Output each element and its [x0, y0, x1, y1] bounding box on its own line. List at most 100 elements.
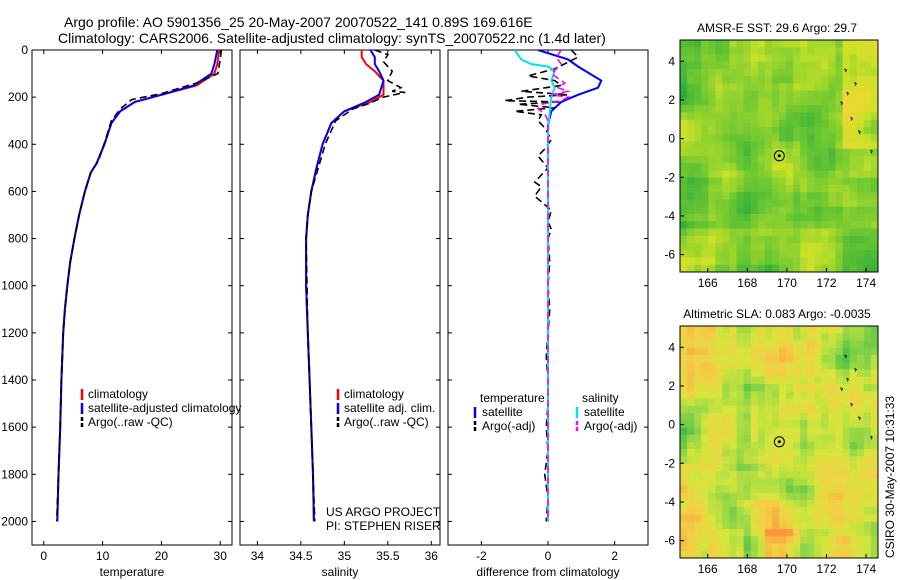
sst-map-cell [828, 47, 836, 55]
sst-map-ytick-label: 0 [668, 132, 675, 146]
sst-map-cell [687, 170, 695, 179]
sst-map-cell [715, 177, 723, 186]
sla-map-cell [743, 514, 752, 523]
sla-map-cell [856, 340, 865, 349]
sst-map-cell [715, 83, 723, 92]
sla-map-cell [856, 391, 865, 399]
sla-map-cell [729, 391, 737, 399]
sst-map-cell [743, 134, 752, 142]
sst-map-ytick-label: 2 [668, 93, 675, 107]
sst-map-cell [743, 98, 752, 106]
sla-map-cell [800, 471, 808, 479]
sla-map-cell [863, 442, 872, 450]
sla-map-cell [771, 369, 780, 378]
sla-map-cell [779, 369, 787, 378]
sla-map-cell [708, 434, 716, 443]
sla-map-cell [764, 478, 773, 486]
sst-map-cell [771, 250, 780, 258]
sst-map-cell [786, 177, 794, 186]
sla-map-cell [687, 507, 695, 515]
sst-map-cell [793, 177, 801, 186]
sla-map-cell [750, 449, 759, 457]
sst-map-cell [800, 105, 808, 113]
sla-map-cell [729, 434, 737, 443]
sla-map-cell [779, 463, 787, 472]
sla-map-cell [793, 521, 801, 530]
sla-map-cell [771, 326, 780, 334]
sst-map-cell [687, 199, 695, 208]
sla-map-cell [715, 340, 723, 349]
sst-map-cell [835, 112, 844, 121]
sst-map-cell [750, 119, 759, 128]
sla-map-cell [701, 550, 709, 559]
sla-map-island [854, 368, 857, 372]
sla-map-cell [743, 507, 752, 515]
sla-map-cell [715, 471, 723, 479]
sst-map-cell [701, 127, 709, 135]
sst-map-cell [701, 134, 709, 142]
sla-map-cell [870, 442, 879, 450]
sst-map-cell [708, 83, 716, 92]
sst-map-cell [814, 192, 822, 200]
sla-map-cell [694, 478, 702, 486]
sla-map-cell [715, 413, 723, 421]
sla-map-cell [687, 543, 695, 552]
sla-map-cell [793, 485, 801, 494]
sla-map-cell [750, 340, 759, 349]
sst-map-cell [694, 170, 702, 179]
salinity-series-1 [305, 50, 385, 522]
sla-map-cell [800, 398, 808, 407]
sla-map-cell [757, 369, 766, 378]
sst-map-cell [807, 61, 815, 70]
sst-map-cell [835, 156, 844, 164]
sla-map-cell [715, 550, 723, 559]
sla-map-cell [856, 536, 865, 544]
sla-map-cell [736, 427, 745, 436]
sst-map-cell [814, 69, 822, 77]
sst-map-cell [729, 105, 737, 113]
sst-map-cell [807, 235, 815, 244]
sla-map-cell [842, 442, 851, 450]
sst-map-cell [771, 192, 780, 200]
sst-map-cell [708, 206, 716, 215]
sst-map-cell [694, 214, 702, 222]
sst-map-cell [736, 206, 745, 215]
sst-map-cell [870, 163, 879, 171]
sla-map-cell [779, 543, 787, 552]
sla-map-cell [849, 384, 858, 392]
sla-map-cell [828, 420, 836, 428]
sst-map-cell [849, 214, 858, 222]
sst-map-cell [701, 47, 709, 55]
sla-map-cell [870, 550, 879, 559]
sst-map-cell [807, 228, 815, 237]
sst-map-cell [771, 170, 780, 179]
sla-map-cell [694, 456, 702, 465]
sst-map-cell [680, 40, 688, 48]
sst-map-cell [849, 105, 858, 113]
sst-map-cell [680, 119, 688, 128]
sla-map-cell [701, 529, 709, 537]
sla-map-cell [856, 398, 865, 407]
sla-map-cell [863, 405, 872, 414]
sst-map-cell [807, 243, 815, 251]
sla-map-cell [835, 514, 844, 523]
sst-map-cell [708, 243, 716, 251]
sst-map-cell [701, 83, 709, 92]
sla-map-cell [821, 550, 829, 559]
sst-map-cell [835, 243, 844, 251]
sla-map-cell [764, 362, 773, 370]
sst-map-cell [771, 214, 780, 222]
sst-map-cell [863, 112, 872, 121]
sst-map-cell [701, 156, 709, 164]
sla-map-cell [743, 442, 752, 450]
sst-map-cell [849, 61, 858, 70]
sst-map-cell [793, 206, 801, 215]
sst-map-cell [771, 47, 780, 55]
sla-map-cell [793, 333, 801, 341]
sla-map-cell [856, 369, 865, 378]
sla-map-cell [701, 507, 709, 515]
sla-map-cell [793, 362, 801, 370]
salinity-legend-label: satellite adj. clim. [344, 401, 435, 415]
sst-map-cell [736, 177, 745, 186]
sla-map-cell [680, 376, 688, 385]
